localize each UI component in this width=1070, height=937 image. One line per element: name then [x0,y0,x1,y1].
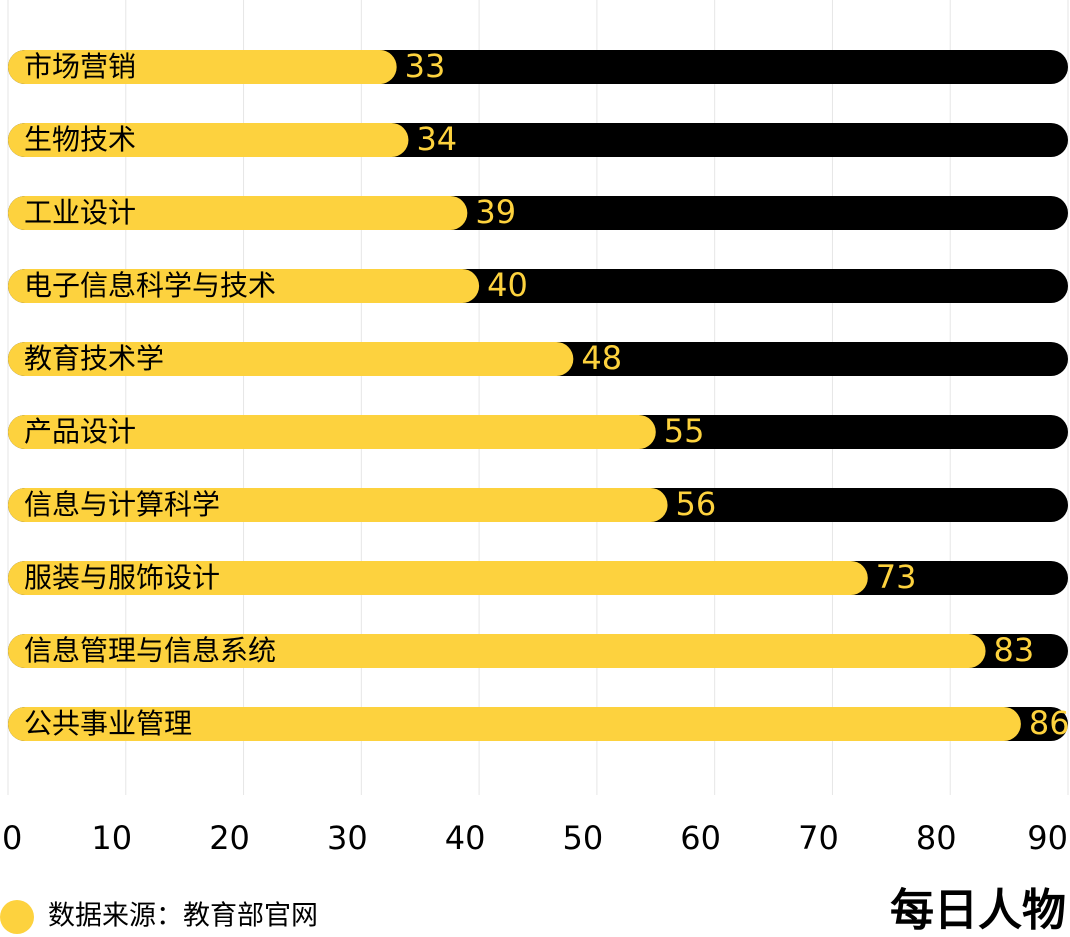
value-label: 56 [676,485,717,523]
bar [8,269,480,303]
value-label: 48 [581,339,622,377]
value-label: 86 [1029,704,1070,742]
x-tick-label: 10 [91,819,132,857]
category-label: 生物技术 [24,123,136,156]
x-tick-label: 60 [680,819,721,857]
category-label: 服装与服饰设计 [24,561,220,594]
x-tick-label: 90 [1027,819,1068,857]
category-label: 市场营销 [24,50,136,83]
x-tick-label: 20 [209,819,250,857]
value-label: 40 [487,266,528,304]
bar [8,342,574,376]
category-label: 信息与计算科学 [24,488,220,521]
category-label: 工业设计 [24,196,136,229]
x-tick-label: 70 [798,819,839,857]
value-label: 73 [876,558,917,596]
source: 数据来源：教育部官网 [48,901,318,932]
category-label: 信息管理与信息系统 [24,634,276,667]
bar [8,488,668,522]
x-tick-label: 30 [327,819,368,857]
value-label: 39 [475,193,516,231]
bar [8,634,986,668]
x-tick-label: 80 [916,819,957,857]
bar [8,415,656,449]
x-tick-label: 40 [445,819,486,857]
logo: 每日人物 [890,885,1066,936]
bar [8,707,1021,741]
category-label: 教育技术学 [24,342,164,375]
source-dot [0,900,34,934]
x-tick-label: 50 [563,819,604,857]
category-label: 电子信息科学与技术 [24,269,276,302]
bar [8,196,468,230]
category-label: 产品设计 [24,415,136,448]
value-label: 34 [416,120,457,158]
category-label: 公共事业管理 [24,707,192,740]
value-label: 83 [994,631,1035,669]
bar [8,50,397,84]
value-label: 55 [664,412,705,450]
x-tick-label: 0 [2,819,22,857]
bar [8,123,409,157]
bar [8,561,868,595]
value-label: 33 [405,47,446,85]
